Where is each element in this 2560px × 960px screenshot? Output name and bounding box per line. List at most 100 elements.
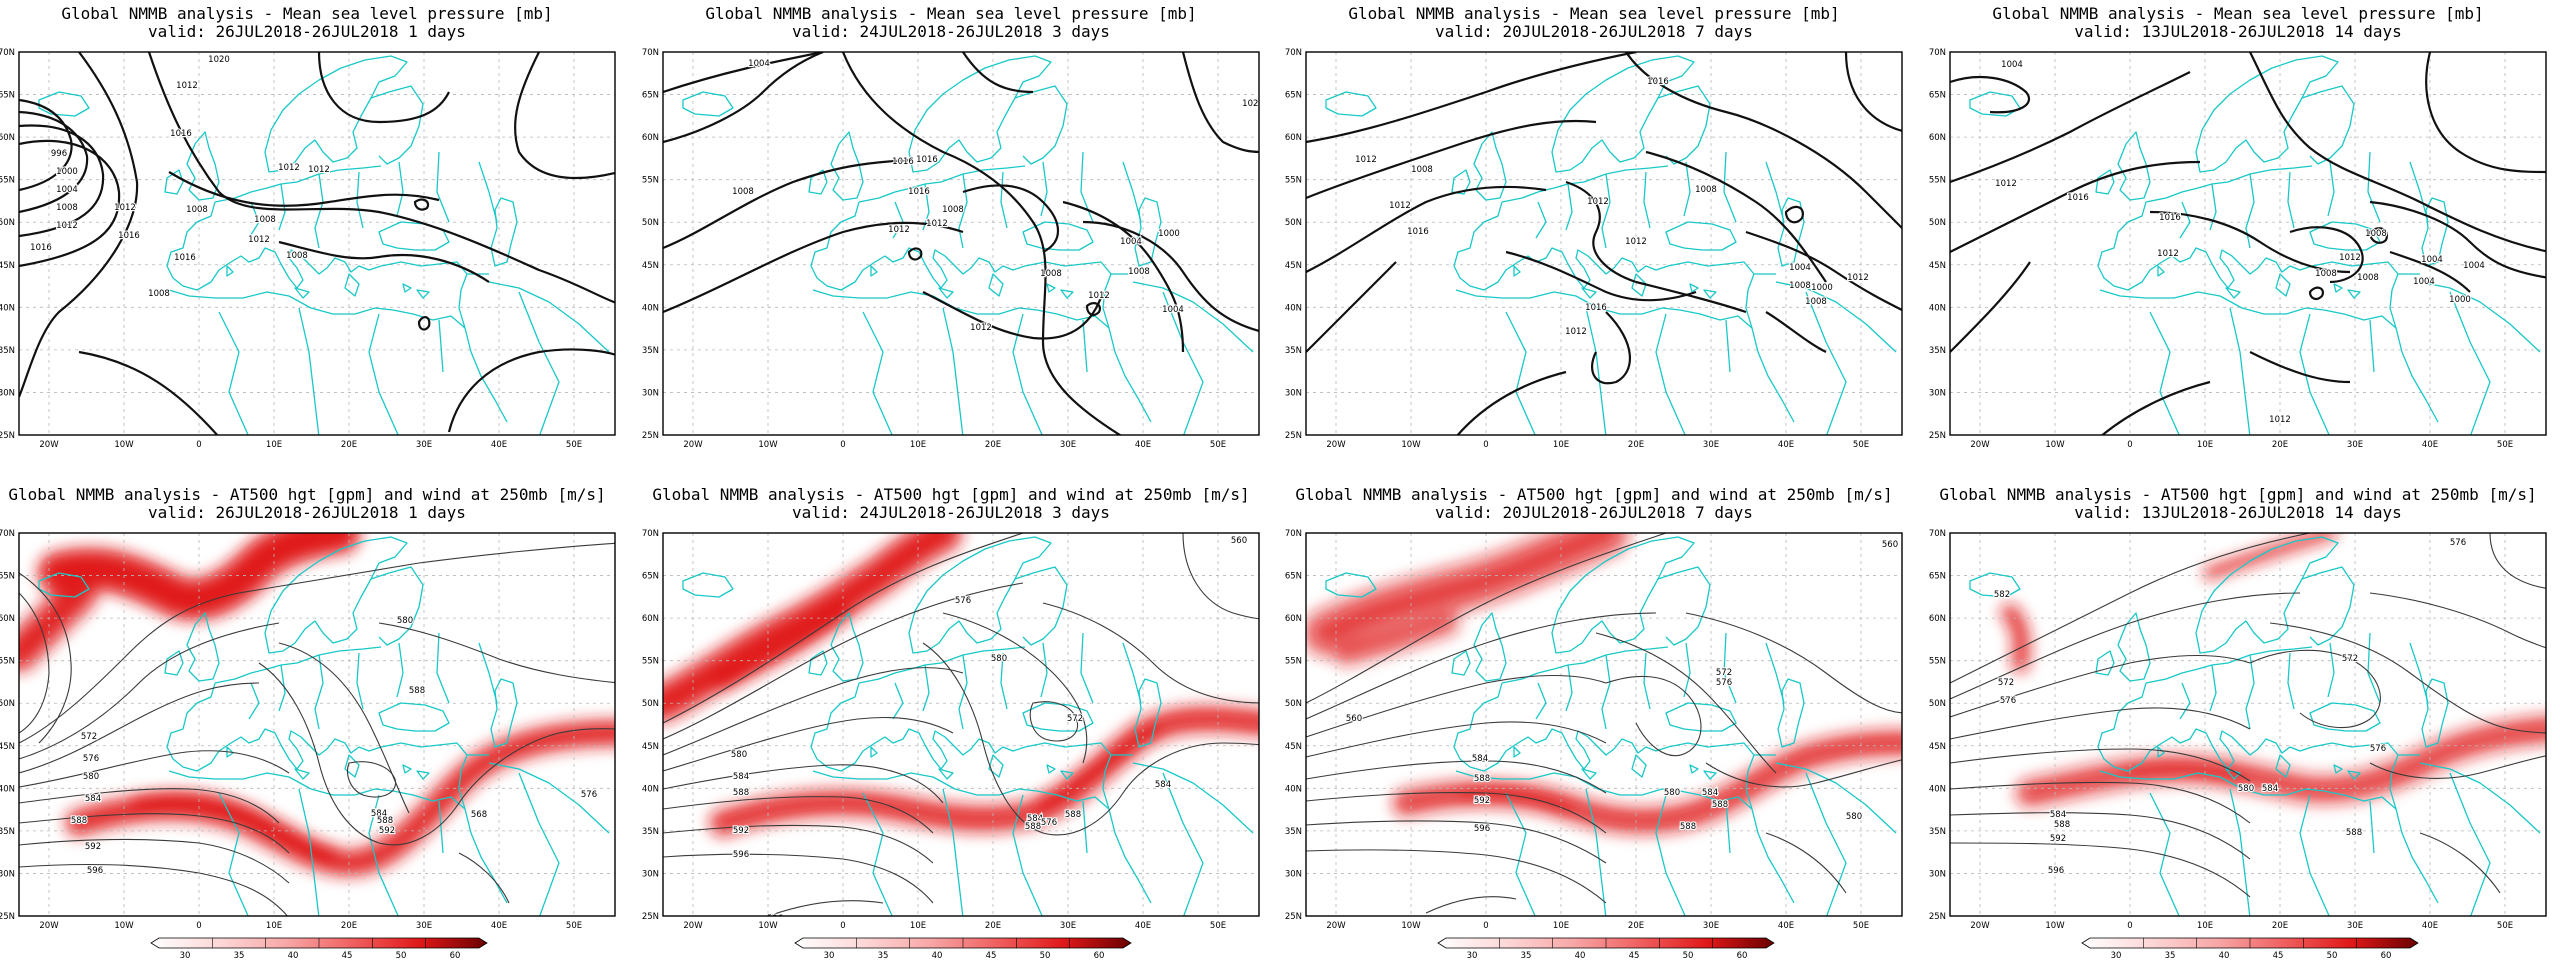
latitude-label: 35N <box>642 827 659 837</box>
latitude-label: 35N <box>0 827 15 837</box>
panel-subtitle: valid: 13JUL2018-26JUL2018 14 days <box>2074 503 2402 522</box>
latitude-label: 60N <box>1285 614 1302 624</box>
longitude-label: 0 <box>840 440 845 450</box>
contour-label: 996 <box>51 149 67 159</box>
longitude-label: 0 <box>2127 440 2132 450</box>
longitude-label: 20E <box>2272 921 2288 931</box>
height-contours <box>1950 533 2546 898</box>
map-frame <box>1949 51 2547 436</box>
contour-label: 588 <box>71 816 87 826</box>
colorbar-tick-label: 60 <box>1737 951 1748 960</box>
contour-label: 592 <box>1474 796 1490 806</box>
contour-label: 576 <box>1041 818 1057 828</box>
height-contours <box>1306 533 1902 914</box>
latitude-label: 70N <box>1285 48 1302 58</box>
colorbar-tick-label: 40 <box>932 951 943 960</box>
latitude-label: 55N <box>1929 176 1946 186</box>
contour-label: 1004 <box>2001 60 2023 70</box>
coastline <box>38 55 610 435</box>
contour-label: 572 <box>1067 714 1083 724</box>
contour-label: 572 <box>1998 678 2014 688</box>
contour-label: 1024 <box>1242 99 1264 109</box>
latitude-label: 45N <box>642 742 659 752</box>
longitude-label: 20E <box>341 921 357 931</box>
contour-label: 1000 <box>1811 283 1833 293</box>
contour-label: 588 <box>1712 800 1728 810</box>
contour-label: 1012 <box>2157 249 2179 259</box>
colorbar-tick-label: 45 <box>986 951 997 960</box>
contour-label: 560 <box>1882 540 1898 550</box>
latitude-label: 25N <box>642 431 659 441</box>
contour-label: 588 <box>1025 822 1041 832</box>
wind-colorbar: 30 35 40 45 50 60 <box>2081 937 2419 960</box>
map-panel-z500_7d: Global NMMB analysis - AT500 hgt [gpm] a… <box>1285 485 1903 960</box>
contour-label: 1004 <box>748 59 770 69</box>
longitude-label: 20E <box>1628 921 1644 931</box>
longitude-label: 10E <box>266 440 282 450</box>
contour-label: 588 <box>2346 828 2362 838</box>
panel-title: Global NMMB analysis - AT500 hgt [gpm] a… <box>1295 485 1892 504</box>
contour-label: 584 <box>85 794 101 804</box>
jet-shading <box>663 533 1259 838</box>
colorbar-tick-label: 40 <box>288 951 299 960</box>
latitude-label: 50N <box>642 699 659 709</box>
contour-label: 596 <box>733 850 749 860</box>
colorbar-tick-label: 30 <box>1467 951 1478 960</box>
latitude-label: 40N <box>1929 303 1946 313</box>
longitude-label: 30E <box>416 440 432 450</box>
longitude-label: 40E <box>1778 440 1794 450</box>
latitude-label: 30N <box>1285 869 1302 879</box>
longitude-label: 30E <box>1703 921 1719 931</box>
contour-label: 1008 <box>1040 269 1062 279</box>
panel-subtitle: valid: 13JUL2018-26JUL2018 14 days <box>2074 22 2402 41</box>
contour-label: 1012 <box>1355 155 1377 165</box>
latitude-label: 30N <box>0 388 15 398</box>
longitude-label: 50E <box>1853 921 1869 931</box>
coastline <box>682 536 1254 916</box>
graticule <box>1950 52 2546 435</box>
colorbar-tick-label: 45 <box>2273 951 2284 960</box>
contour-label: 1004 <box>2421 255 2443 265</box>
contour-label: 1012 <box>1389 201 1411 211</box>
longitude-label: 20W <box>1970 921 1990 931</box>
pressure-isobars <box>1306 52 1902 435</box>
longitude-label: 20E <box>341 440 357 450</box>
contour-label: 588 <box>1474 774 1490 784</box>
contour-label: 588 <box>1680 822 1696 832</box>
contour-label: 1016 <box>1585 303 1607 313</box>
latitude-label: 25N <box>1285 912 1302 922</box>
latitude-label: 30N <box>642 388 659 398</box>
latitude-label: 50N <box>1285 699 1302 709</box>
panel-subtitle: valid: 20JUL2018-26JUL2018 7 days <box>1435 22 1753 41</box>
map-panel-z500_14d: Global NMMB analysis - AT500 hgt [gpm] a… <box>1929 485 2547 960</box>
contour-label: 1016 <box>2067 193 2089 203</box>
colorbar-tick-label: 35 <box>1521 951 1532 960</box>
longitude-label: 20W <box>683 440 703 450</box>
latitude-label: 55N <box>642 176 659 186</box>
panel-title: Global NMMB analysis - Mean sea level pr… <box>1348 4 1839 23</box>
colorbar-tick-label: 30 <box>2111 951 2122 960</box>
contour-label: 1012 <box>308 165 330 175</box>
latitude-label: 65N <box>0 572 15 582</box>
latitude-label: 30N <box>1929 388 1946 398</box>
contour-label: 1004 <box>1789 263 1811 273</box>
latitude-label: 55N <box>1285 657 1302 667</box>
contour-label: 576 <box>2000 696 2016 706</box>
latitude-label: 25N <box>0 912 15 922</box>
longitude-label: 10E <box>1553 440 1569 450</box>
contour-label: 592 <box>2050 834 2066 844</box>
map-frame <box>1949 532 2547 917</box>
latitude-label: 55N <box>0 176 15 186</box>
contour-label: 568 <box>471 810 487 820</box>
longitude-label: 40E <box>2422 440 2438 450</box>
contour-label: 584 <box>1027 814 1043 824</box>
longitude-label: 20E <box>985 440 1001 450</box>
longitude-label: 10W <box>758 440 778 450</box>
coastline <box>1325 55 1897 435</box>
longitude-label: 40E <box>491 440 507 450</box>
latitude-label: 60N <box>642 614 659 624</box>
map-frame <box>1305 532 1903 917</box>
contour-label: 596 <box>87 866 103 876</box>
contour-label: 580 <box>991 654 1007 664</box>
